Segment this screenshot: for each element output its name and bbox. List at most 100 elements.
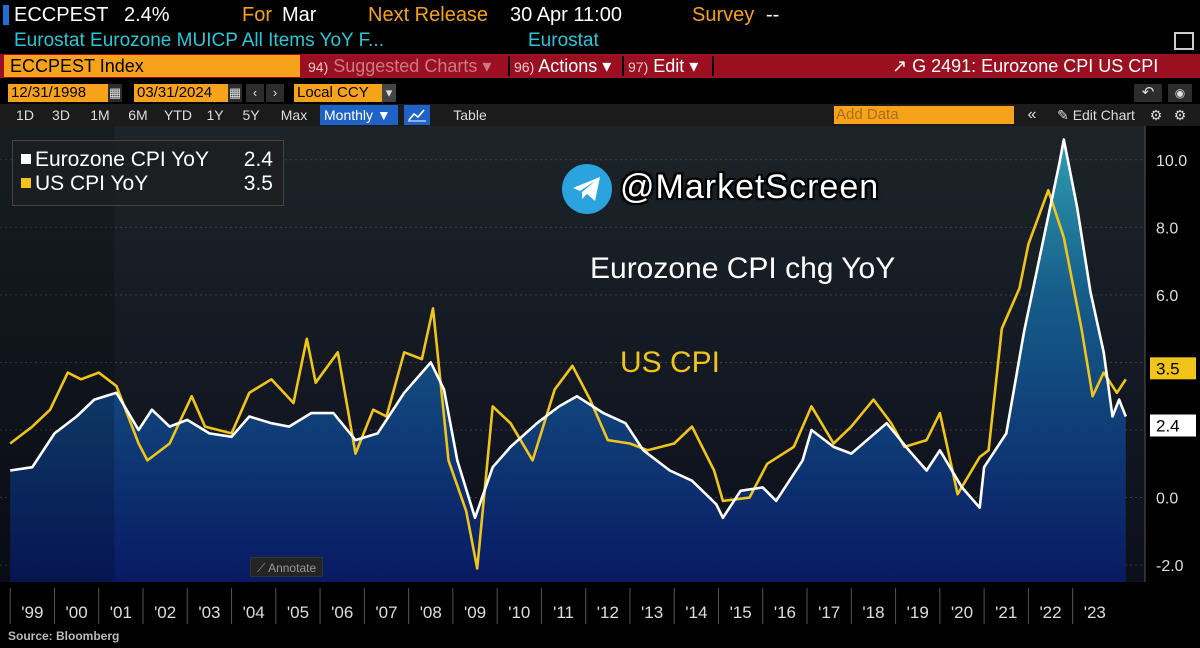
window-resize-icon[interactable] bbox=[1174, 32, 1194, 50]
x-tick-label: '11 bbox=[553, 603, 574, 622]
legend-item-eurozone[interactable]: Eurozone CPI YoY bbox=[21, 147, 209, 173]
us-last-value-tag: 3.5 bbox=[1156, 359, 1180, 378]
legend-swatch bbox=[21, 178, 31, 188]
period-tab-5y[interactable]: 5Y bbox=[242, 107, 260, 123]
refresh-icon[interactable]: ◉ bbox=[1168, 84, 1192, 102]
add-data-input[interactable]: Add Data bbox=[834, 106, 1014, 124]
x-tick-label: '19 bbox=[907, 603, 929, 622]
period-tab-ytd[interactable]: YTD bbox=[164, 107, 192, 123]
suggested-charts-label: Suggested Charts bbox=[333, 56, 478, 76]
date-range-bar: 12/31/1998 ▦ 03/31/2024 ▦ ‹ › Local CCY … bbox=[0, 82, 1200, 104]
next-release-label: Next Release bbox=[368, 4, 489, 26]
period-tab-6m[interactable]: 6M bbox=[128, 107, 148, 123]
last-value: 2.4% bbox=[124, 4, 170, 26]
x-tick-label: '99 bbox=[21, 603, 43, 622]
edit-chart-button[interactable]: ✎ Edit Chart bbox=[1044, 104, 1148, 126]
edit-label: Edit bbox=[653, 56, 685, 76]
actions-label: Actions bbox=[538, 56, 598, 76]
eurozone-annotation: Eurozone CPI chg YoY bbox=[590, 252, 896, 285]
eurozone-last-value-tag-bg bbox=[1150, 414, 1196, 437]
period-tab-max[interactable]: Max bbox=[280, 107, 308, 123]
y-tick-label: 8.0 bbox=[1156, 220, 1178, 237]
us-last-value-tag-bg bbox=[1150, 357, 1196, 380]
x-tick-label: '02 bbox=[154, 603, 176, 622]
frequency-select[interactable]: Monthly ▼ bbox=[320, 105, 398, 125]
x-axis-band bbox=[0, 582, 1200, 628]
collapse-icon[interactable]: « bbox=[1027, 106, 1037, 123]
eurozone-last-value-tag: 2.4 bbox=[1156, 416, 1180, 435]
more-icon[interactable]: ⚙ bbox=[1173, 107, 1187, 123]
actions-menu[interactable]: 96) Actions ▾ bbox=[514, 56, 612, 76]
annotate-label: Annotate bbox=[268, 561, 317, 575]
line-chart-glyph bbox=[408, 109, 426, 122]
y-tick-label: 0.0 bbox=[1156, 491, 1178, 508]
x-tick-label: '01 bbox=[110, 603, 132, 622]
legend-label: Eurozone CPI YoY bbox=[35, 148, 209, 171]
source-note: Source: Bloomberg bbox=[8, 629, 120, 643]
x-tick-label: '17 bbox=[818, 603, 840, 622]
chevron-down-icon[interactable]: ▾ bbox=[382, 84, 396, 102]
calendar-icon[interactable]: ▦ bbox=[228, 84, 242, 102]
chart-legend[interactable]: Eurozone CPI YoY 2.4 US CPI YoY 3.5 bbox=[12, 140, 284, 206]
currency-select[interactable]: Local CCY bbox=[294, 84, 382, 102]
period-tab-1y[interactable]: 1Y bbox=[206, 107, 224, 123]
survey-value: -- bbox=[766, 4, 780, 26]
period-tab-1m[interactable]: 1M bbox=[90, 107, 110, 123]
period-tab-1d[interactable]: 1D bbox=[16, 107, 34, 123]
annotate-button[interactable]: ⟋ Annotate bbox=[250, 557, 324, 577]
us-annotation: US CPI bbox=[620, 346, 721, 379]
chart-title-link[interactable]: ↗ G 2491: Eurozone CPI US CPI bbox=[892, 54, 1158, 78]
next-period-icon[interactable]: › bbox=[266, 84, 284, 102]
legend-item-us[interactable]: US CPI YoY bbox=[21, 171, 148, 197]
external-link-icon: ↗ bbox=[892, 56, 908, 76]
x-tick-label: '22 bbox=[1039, 603, 1061, 622]
data-source: Eurostat bbox=[528, 30, 599, 51]
start-date-field[interactable]: 12/31/1998 bbox=[8, 84, 108, 102]
legend-label: US CPI YoY bbox=[35, 172, 149, 195]
x-tick-label: '15 bbox=[730, 603, 752, 622]
pencil-icon: ⟋ bbox=[257, 561, 266, 575]
undo-icon[interactable]: ↶ bbox=[1134, 84, 1162, 102]
settings-icon[interactable]: ⚙ bbox=[1149, 107, 1163, 123]
actions-num: 96) bbox=[514, 59, 535, 75]
x-tick-label: '03 bbox=[198, 603, 220, 622]
edit-chart-label: Edit Chart bbox=[1072, 107, 1135, 123]
line-chart-icon[interactable] bbox=[404, 105, 430, 125]
x-tick-label: '04 bbox=[243, 603, 265, 622]
edit-num: 97) bbox=[628, 59, 649, 75]
end-date-field[interactable]: 03/31/2024 bbox=[134, 84, 228, 102]
description-bar: Eurostat Eurozone MUICP All Items YoY F.… bbox=[0, 30, 1200, 52]
x-tick-label: '06 bbox=[331, 603, 353, 622]
period-tab-3d[interactable]: 3D bbox=[52, 107, 70, 123]
x-tick-label: '18 bbox=[862, 603, 884, 622]
menu-separator bbox=[508, 56, 510, 76]
x-tick-label: '16 bbox=[774, 603, 796, 622]
prev-period-icon[interactable]: ‹ bbox=[246, 84, 264, 102]
eurozone-cpi-line bbox=[10, 138, 1128, 520]
menu-separator bbox=[712, 56, 714, 76]
legend-value: 3.5 bbox=[243, 172, 273, 195]
us-cpi-line bbox=[9, 188, 1127, 570]
edit-menu[interactable]: 97) Edit ▾ bbox=[628, 56, 699, 76]
security-description: Eurostat Eurozone MUICP All Items YoY F.… bbox=[14, 30, 384, 51]
chart-title: G 2491: Eurozone CPI US CPI bbox=[912, 56, 1159, 76]
x-tick-label: '05 bbox=[287, 603, 309, 622]
x-axis-ticks: '99 '00 '01 '02 '03 '04 '05 '06 '07 '08 '09 '10 '11 '… bbox=[9, 588, 1106, 624]
watermark-handle: @MarketScreen bbox=[620, 168, 880, 206]
y-tick-label: 6.0 bbox=[1156, 288, 1178, 305]
telegram-icon bbox=[562, 164, 612, 214]
x-tick-label: '08 bbox=[420, 603, 442, 622]
table-tab[interactable]: Table bbox=[453, 107, 487, 123]
header-bar: ECCPEST 2.4% For Mar Next Release 30 Apr… bbox=[0, 0, 1200, 30]
legend-value: 2.4 bbox=[243, 148, 273, 171]
suggested-charts-menu[interactable]: 94) Suggested Charts ▾ bbox=[308, 56, 492, 76]
y-tick-label: 10.0 bbox=[1156, 153, 1187, 170]
for-label: For bbox=[242, 4, 272, 26]
command-bar: ECCPEST Index 94) Suggested Charts ▾ 96)… bbox=[0, 54, 1200, 78]
calendar-icon[interactable]: ▦ bbox=[108, 84, 122, 102]
security-marker bbox=[3, 5, 9, 25]
eurozone-area-fill bbox=[10, 139, 1126, 582]
security-input[interactable]: ECCPEST Index bbox=[4, 55, 300, 77]
suggested-charts-num: 94) bbox=[308, 59, 329, 75]
x-tick-label: '21 bbox=[995, 603, 1017, 622]
